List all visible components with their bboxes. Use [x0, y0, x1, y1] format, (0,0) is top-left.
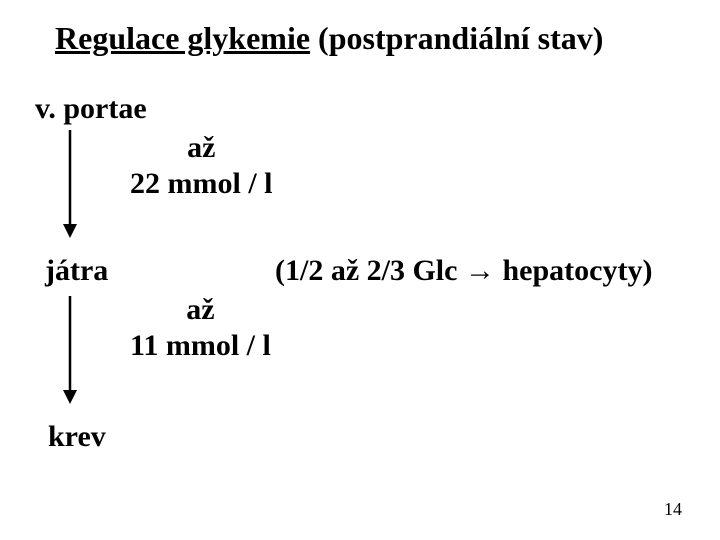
- value-portae: až 22 mmol / l: [130, 130, 273, 202]
- page-number: 14: [664, 499, 682, 520]
- slide: Regulace glykemie (postprandiální stav) …: [0, 0, 720, 540]
- title-rest: (postprandiální stav): [310, 20, 603, 56]
- node-jatra: játra: [45, 254, 108, 288]
- arrow-down-icon: [60, 296, 80, 406]
- arrow-down-icon: [60, 130, 80, 240]
- title-underlined: Regulace glykemie: [55, 20, 310, 56]
- slide-title: Regulace glykemie (postprandiální stav): [55, 20, 603, 57]
- value-jatra: až 11 mmol / l: [130, 292, 271, 364]
- value-portae-line2: 22 mmol / l: [130, 167, 273, 200]
- node-krev: krev: [48, 420, 106, 454]
- value-jatra-line1: až: [186, 293, 214, 326]
- note-hepatocyty: (1/2 až 2/3 Glc → hepatocyty): [275, 254, 652, 288]
- value-portae-line1: až: [187, 131, 215, 164]
- node-portae: v. portae: [35, 92, 147, 126]
- value-jatra-line2: 11 mmol / l: [130, 329, 271, 362]
